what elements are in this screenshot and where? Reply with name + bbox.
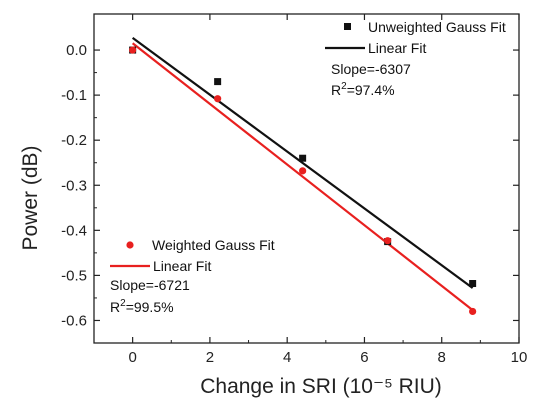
unweighted-point: [214, 78, 222, 86]
legend-square-marker: [344, 23, 351, 30]
unweighted-point: [469, 280, 477, 288]
unweighted-point: [299, 154, 307, 162]
unweighted-fit-line: [131, 37, 474, 289]
x-tick-label: 8: [438, 349, 446, 366]
x-axis-title: Change in SRI (10⁻⁵ RIU): [200, 375, 442, 398]
y-tick-label: -0.3: [61, 177, 87, 194]
plot-area-border: [93, 13, 520, 344]
axis-ticks: 0 2 4 6 8 10 0.0 -0.1 -0.2 -0.3 -0.4 -0.5 -0.6: [61, 14, 527, 366]
legend-red-fit-label: Linear Fit: [153, 258, 211, 274]
y-tick-label: -0.1: [61, 87, 87, 104]
legend-unweighted: Unweighted Gauss Fit Linear Fit Slope=-6…: [325, 19, 506, 98]
y-tick-label: -0.2: [61, 132, 87, 149]
weighted-fit-line: [131, 42, 474, 311]
x-tick-label: 4: [283, 349, 291, 366]
x-tick-label: 6: [360, 349, 368, 366]
legend-circle-marker: [126, 241, 134, 249]
y-axis-title: Power (dB): [19, 145, 42, 250]
r2-weighted: R2=99.5%: [110, 298, 174, 315]
slope-unweighted: Slope=-6307: [331, 61, 411, 77]
y-tick-label: -0.5: [61, 267, 87, 284]
plot-frame: [93, 13, 520, 344]
legend-weighted-label: Weighted Gauss Fit: [152, 237, 275, 253]
x-tick-label: 10: [511, 349, 528, 366]
y-tick-label: -0.6: [61, 312, 87, 329]
x-tick-label: 0: [128, 349, 136, 366]
x-tick-label: 2: [206, 349, 214, 366]
legend-unweighted-label: Unweighted Gauss Fit: [368, 19, 506, 35]
legend-weighted: Weighted Gauss Fit Linear Fit Slope=-672…: [110, 237, 275, 315]
weighted-point: [469, 307, 477, 316]
weighted-point: [384, 237, 392, 245]
weighted-point: [214, 95, 222, 103]
weighted-point: [299, 167, 307, 175]
data-points: [129, 46, 477, 316]
r2-unweighted: R2=97.4%: [331, 81, 395, 98]
y-tick-label: -0.4: [61, 222, 87, 239]
slope-weighted: Slope=-6721: [110, 277, 190, 293]
fit-lines: [131, 37, 474, 311]
legend-black-fit-label: Linear Fit: [368, 40, 426, 56]
y-tick-label: 0.0: [66, 42, 87, 59]
weighted-point: [129, 46, 137, 54]
